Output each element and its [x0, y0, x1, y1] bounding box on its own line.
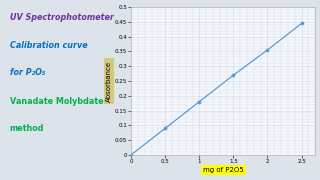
Text: UV Spectrophotometer: UV Spectrophotometer — [10, 13, 114, 22]
Text: method: method — [10, 124, 44, 133]
Y-axis label: Absorbance: Absorbance — [106, 60, 112, 102]
Text: Calibration curve: Calibration curve — [10, 41, 87, 50]
Text: Vanadate Molybdate: Vanadate Molybdate — [10, 97, 103, 106]
Text: for P₂O₅: for P₂O₅ — [10, 68, 45, 77]
X-axis label: mg of P2O5: mg of P2O5 — [203, 167, 244, 173]
